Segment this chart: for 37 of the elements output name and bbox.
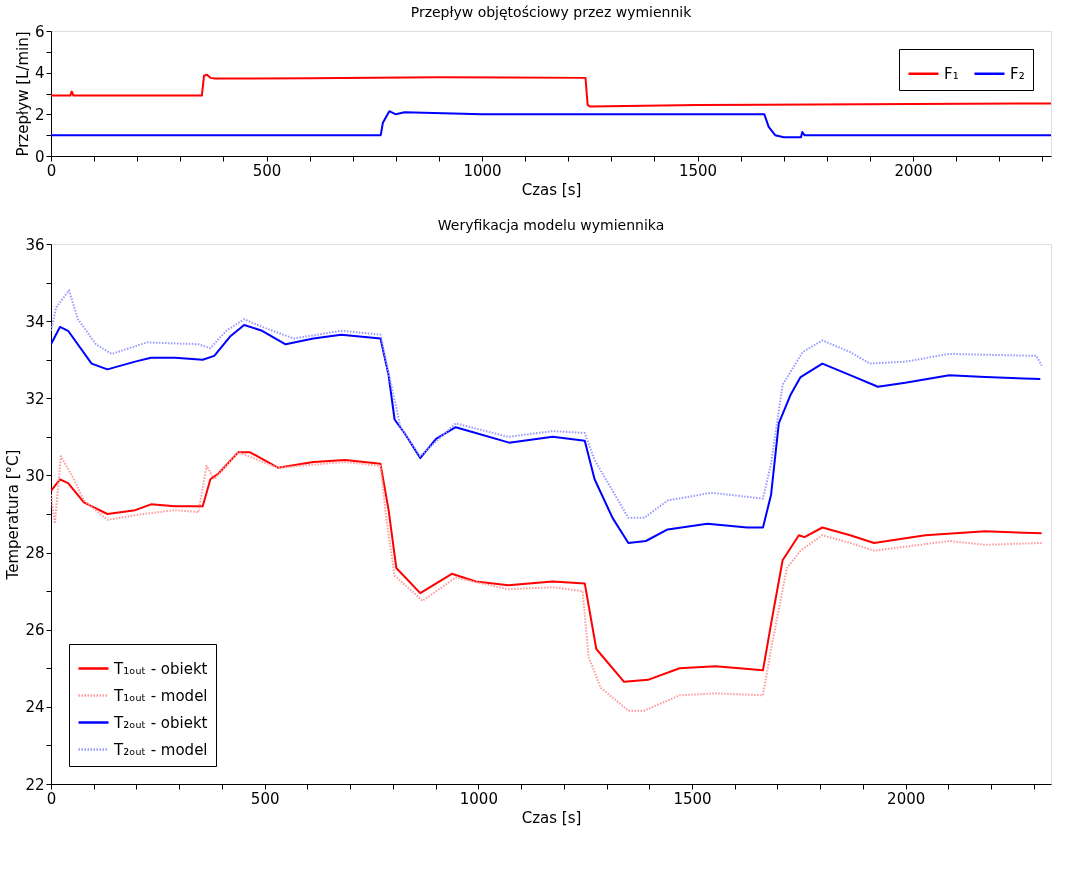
line-series: [51, 324, 1042, 544]
legend-label: T₁ₒᵤₜ - obiekt: [113, 659, 208, 678]
x-tick-label: 1500: [673, 789, 712, 808]
line-series: [51, 289, 1043, 519]
legend-label: T₁ₒᵤₜ - model: [113, 686, 208, 705]
y-tick-label: 36: [25, 235, 45, 254]
x-tick-label: 1000: [459, 789, 498, 808]
x-axis-title: Czas [s]: [521, 180, 582, 199]
chart-title: Weryfikacja modelu wymiennika: [437, 217, 665, 233]
y-tick-label: 28: [25, 544, 45, 563]
x-tick-label: 0: [46, 789, 57, 808]
y-tick-label: 22: [25, 775, 45, 794]
y-tick-label: 32: [25, 389, 45, 408]
y-tick-label: 4: [34, 64, 45, 83]
y-tick-label: 34: [25, 312, 45, 331]
x-tick-label: 1000: [463, 161, 502, 180]
y-tick-label: 2: [34, 105, 45, 124]
legend-label: F₂: [1010, 64, 1025, 83]
legend-label: T₂ₒᵤₜ - obiekt: [113, 713, 208, 732]
x-tick-label: 2000: [887, 789, 926, 808]
line-series: [51, 110, 1051, 139]
y-axis-title: Temperatura [°C]: [4, 449, 23, 581]
y-tick-label: 30: [25, 466, 45, 485]
x-tick-label: 2000: [894, 161, 933, 180]
chart-title: Przepływ objętościowy przez wymiennik: [410, 4, 693, 20]
y-tick-label: 24: [25, 698, 45, 717]
legend-label: T₂ₒᵤₜ - model: [113, 740, 208, 759]
y-tick-label: 0: [34, 147, 45, 166]
x-tick-label: 500: [252, 161, 282, 180]
y-tick-label: 6: [34, 22, 45, 41]
x-tick-label: 500: [250, 789, 280, 808]
legend-label: F₁: [944, 64, 959, 83]
x-tick-label: 1500: [678, 161, 718, 180]
y-axis-title: Przepływ [L/min]: [13, 31, 32, 157]
y-tick-label: 26: [25, 621, 45, 640]
x-axis-title: Czas [s]: [521, 808, 582, 827]
x-tick-label: 0: [46, 161, 57, 180]
